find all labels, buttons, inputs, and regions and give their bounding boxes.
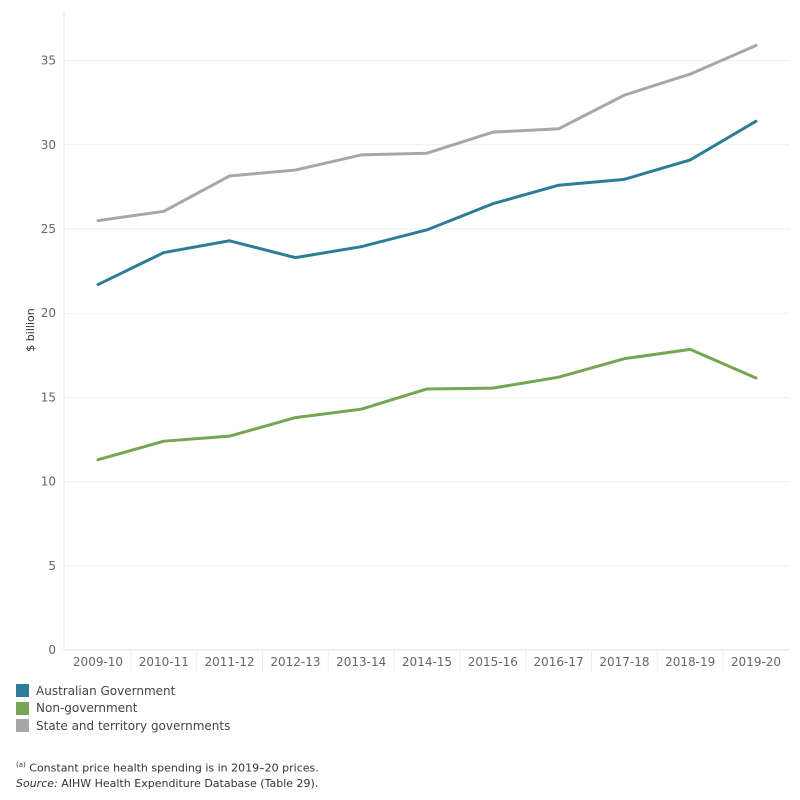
y-tick-label: 15 <box>41 390 56 404</box>
x-tick-label: 2011-12 <box>205 655 255 669</box>
series-line-state-and-territory-governments <box>96 43 758 223</box>
y-tick-label: 0 <box>48 643 56 657</box>
legend-item[interactable]: Non-government <box>16 700 230 718</box>
legend-swatch <box>16 684 29 698</box>
x-tick-label: 2013-14 <box>336 655 386 669</box>
line-chart: 0 5 10 15 20 25 30 35 2009-10 2010-11 2011-12 2012-… <box>24 12 790 672</box>
x-tick-label: 2012-13 <box>270 655 320 669</box>
y-axis-label: $ billion <box>24 308 37 351</box>
x-tick-label: 2010-11 <box>139 655 189 669</box>
y-tick-label: 10 <box>41 475 56 489</box>
footnote-marker: (a) <box>16 761 26 769</box>
legend-swatch <box>16 701 29 715</box>
legend-label: Non-government <box>36 701 138 716</box>
legend-item[interactable]: State and territory governments <box>16 717 230 735</box>
x-tick-label: 2018-19 <box>665 655 715 669</box>
legend: Australian Government Non-government Sta… <box>16 682 230 735</box>
source-text: AIHW Health Expenditure Database (Table … <box>61 776 319 790</box>
x-tick-label: 2009-10 <box>73 655 123 669</box>
x-tick-label: 2019-20 <box>731 655 781 669</box>
footnote-text: Constant price health spending is in 201… <box>29 761 319 775</box>
y-tick-label: 20 <box>41 306 56 320</box>
source-label: Source: <box>16 776 58 790</box>
y-tick-label: 30 <box>41 138 56 152</box>
legend-label: Australian Government <box>36 683 176 698</box>
x-tick-label: 2015-16 <box>468 655 518 669</box>
footnote: (a) Constant price health spending is in… <box>16 758 319 791</box>
series-line-non-government <box>96 347 758 462</box>
legend-item[interactable]: Australian Government <box>16 682 230 700</box>
legend-swatch <box>16 719 29 733</box>
legend-label: State and territory governments <box>36 718 231 733</box>
y-tick-label: 25 <box>41 222 56 236</box>
x-tick-label: 2016-17 <box>534 655 584 669</box>
x-tick-label: 2017-18 <box>599 655 649 669</box>
series-line-australian-government <box>96 119 758 287</box>
x-tick-label: 2014-15 <box>402 655 452 669</box>
y-tick-label: 5 <box>48 559 56 573</box>
y-tick-label: 35 <box>41 54 56 68</box>
